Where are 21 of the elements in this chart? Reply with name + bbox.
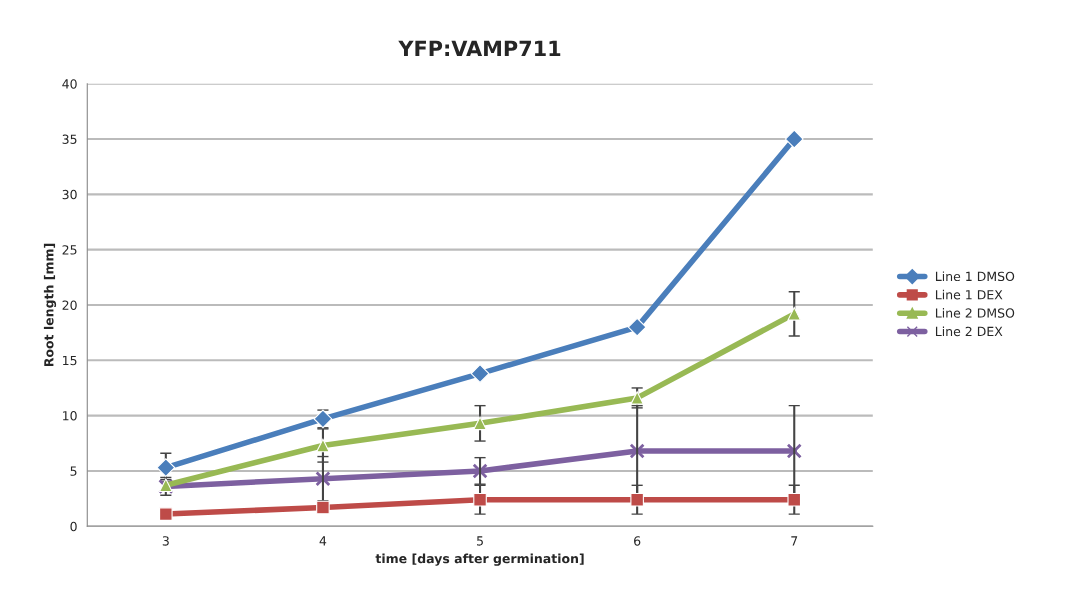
y-tick-label: 15 — [63, 355, 77, 366]
x-tick-label: 4 — [319, 536, 327, 546]
x-tick-label: 5 — [477, 536, 483, 546]
chart-title: YFP:VAMP711 — [398, 40, 561, 56]
legend-label: Line 1 DMSO — [935, 271, 1015, 282]
legend-label: Line 2 DMSO — [935, 308, 1015, 318]
y-tick-label: 25 — [62, 245, 77, 255]
legend-label: Line 1 DEX — [935, 289, 1003, 300]
x-tick-label: 6 — [634, 536, 641, 546]
x-tick-label: 7 — [791, 536, 798, 546]
y-tick-label: 5 — [70, 466, 77, 476]
y-tick-label: 10 — [63, 411, 77, 421]
y-axis-title: Root length [mm] — [43, 243, 57, 367]
y-tick-label: 40 — [62, 79, 77, 89]
x-axis-title: time [days after germination] — [375, 553, 584, 566]
x-tick-label: 3 — [162, 536, 169, 546]
y-tick-label: 20 — [62, 300, 77, 310]
y-tick-label: 35 — [62, 134, 77, 144]
y-tick-label: 30 — [62, 189, 77, 200]
y-tick-label: 0 — [70, 521, 77, 532]
legend-label: Line 2 DEX — [935, 326, 1003, 337]
